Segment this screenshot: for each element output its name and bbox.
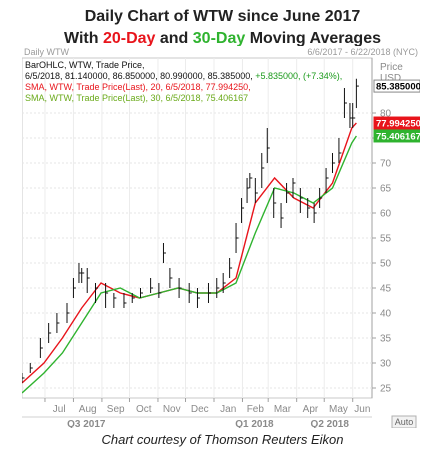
- chart-title-block: Daily Chart of WTW since June 2017 With …: [0, 6, 445, 50]
- month-label: Aug: [79, 404, 97, 415]
- y-tick-label: 65: [380, 184, 392, 195]
- auto-scale-button: [391, 415, 417, 428]
- quarter-label: Q1 2018: [235, 419, 274, 428]
- price-tag-label: 75.406167: [376, 131, 420, 142]
- price-chart: Daily WTW 6/6/2017 - 6/22/2018 (NYC) 25 30 3…: [22, 46, 420, 428]
- month-label: Dec: [191, 404, 209, 415]
- legend-entry: SMA, WTW, Trade Price(Last), 20, 6/5/201…: [25, 82, 251, 92]
- price-tag: [373, 116, 420, 130]
- month-label: Jul: [53, 404, 66, 415]
- legend-entry: 6/5/2018, 81.140000, 86.850000, 80.99000…: [25, 71, 342, 81]
- subtitle-prefix: With: [63, 30, 103, 47]
- price-tag: [373, 129, 420, 143]
- legend-ohlc-values: 6/5/2018, 81.140000, 86.850000, 80.99000…: [25, 71, 255, 81]
- auto-scale-label: Auto: [395, 417, 414, 427]
- price-tag-label: 85.385000: [376, 82, 420, 93]
- chart-caption: Chart courtesy of Thomson Reuters Eikon: [101, 432, 344, 447]
- plot-area: [22, 57, 373, 399]
- month-label: Oct: [136, 404, 152, 415]
- month-label: May: [329, 404, 348, 415]
- y-tick-label: 40: [380, 309, 392, 320]
- month-label: Jan: [220, 404, 236, 415]
- subtitle-20-day: 20-Day: [102, 30, 156, 47]
- month-label: Feb: [247, 404, 265, 415]
- y-tick-label: 25: [380, 384, 392, 395]
- y-tick-label: 55: [380, 234, 392, 245]
- chart-subtitle: With 20-Day and 30-Day Moving Averages: [0, 28, 445, 50]
- price-tag-label: 77.994250: [376, 119, 420, 130]
- subtitle-30-day: 30-Day: [192, 30, 246, 47]
- date-range-label: 6/6/2017 - 6/22/2018 (NYC): [307, 47, 418, 57]
- price-header: Price: [380, 62, 403, 73]
- chart-title: Daily Chart of WTW since June 2017: [84, 8, 361, 25]
- month-label: Nov: [163, 404, 181, 415]
- y-tick-label: 80: [380, 109, 392, 120]
- legend-entry: SMA, WTW, Trade Price(Last), 30, 6/5/201…: [25, 93, 248, 103]
- chart-panel: Daily WTW 6/6/2017 - 6/22/2018 (NYC) 25 30 3…: [22, 46, 420, 428]
- y-tick-label: 45: [380, 284, 392, 295]
- quarter-label: Q3 2017: [67, 419, 106, 428]
- y-tick-label: 30: [380, 359, 392, 370]
- y-tick-label: 35: [380, 334, 392, 345]
- legend-entry: BarOHLC, WTW, Trade Price,: [25, 60, 145, 70]
- subtitle-and: and: [155, 30, 193, 47]
- subtitle-suffix: Moving Averages: [245, 30, 381, 47]
- month-label: Mar: [274, 404, 292, 415]
- panel-title: Daily WTW: [24, 47, 69, 57]
- currency-label: USD: [380, 73, 401, 84]
- quarter-label: Q2 2018: [311, 419, 350, 428]
- panel-header-band: [22, 46, 420, 58]
- month-label: Jun: [354, 404, 370, 415]
- month-label: Apr: [303, 404, 319, 415]
- price-tag: [373, 79, 420, 93]
- month-label: Sep: [107, 404, 125, 415]
- y-tick-label: 50: [380, 259, 392, 270]
- y-tick-label: 60: [380, 209, 392, 220]
- y-tick-label: 70: [380, 159, 392, 170]
- legend-change-value: +5.835000, (+7.34%),: [255, 71, 342, 81]
